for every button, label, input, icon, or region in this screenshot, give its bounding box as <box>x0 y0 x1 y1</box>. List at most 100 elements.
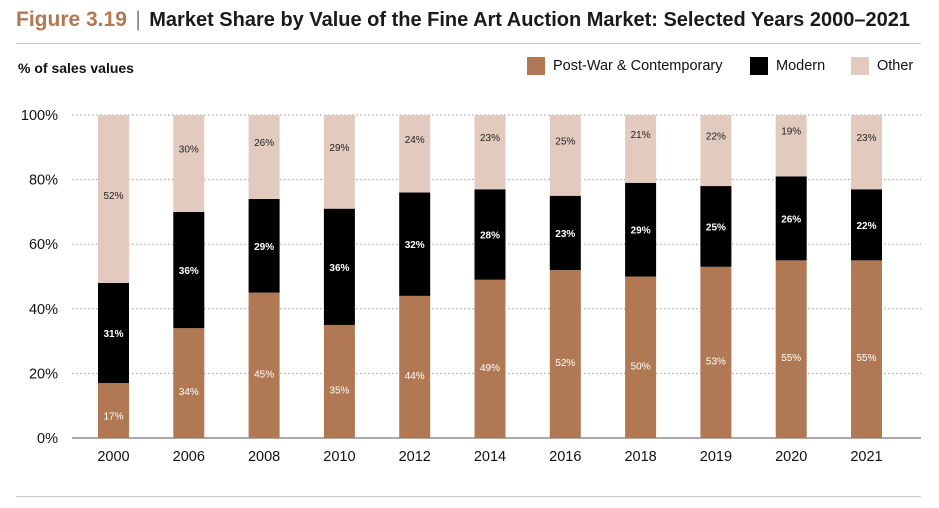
bar-segment <box>775 176 807 261</box>
bar-segment <box>474 189 506 280</box>
data-label: 50% <box>631 361 651 372</box>
figure-title: Market Share by Value of the Fine Art Au… <box>149 9 910 31</box>
bar-segment <box>851 189 882 261</box>
data-label: 31% <box>103 329 123 340</box>
legend-swatch-other <box>851 57 869 75</box>
bar-segment <box>323 324 355 438</box>
x-tick-label: 2019 <box>700 449 732 465</box>
data-label: 29% <box>329 143 349 154</box>
bar-segment <box>549 195 581 271</box>
x-tick-label: 2000 <box>97 449 129 465</box>
bar-segment <box>625 115 657 183</box>
bar-segment <box>248 292 280 438</box>
data-label: 17% <box>103 412 123 423</box>
bar-segment <box>775 115 807 177</box>
data-label: 29% <box>631 226 651 237</box>
bar-segment <box>248 115 280 199</box>
data-label: 21% <box>631 130 651 141</box>
bar-segment <box>323 115 355 209</box>
data-label: 30% <box>179 144 199 155</box>
bar-segment <box>399 295 431 438</box>
bar-segment <box>700 186 732 267</box>
bar-segment <box>625 182 657 277</box>
x-tick-label: 2010 <box>323 449 355 465</box>
bar-segment <box>173 115 205 212</box>
title-separator: | <box>135 8 141 31</box>
data-label: 36% <box>179 266 199 277</box>
legend: Post-War & Contemporary Modern Other <box>0 57 939 79</box>
data-label: 44% <box>405 371 425 382</box>
x-tick-label: 2021 <box>850 449 882 465</box>
bar-segment <box>98 282 129 384</box>
data-label: 49% <box>480 363 500 374</box>
bar-segment <box>549 115 581 196</box>
bar-segment <box>98 115 129 283</box>
data-label: 26% <box>781 214 801 225</box>
bar-segment <box>173 328 205 438</box>
bar-segment <box>173 211 205 329</box>
x-tick-label: 2008 <box>248 449 280 465</box>
y-axis-label: % of sales values <box>18 60 134 76</box>
data-label: 36% <box>329 263 349 274</box>
data-label: 55% <box>856 353 876 364</box>
bar-segment <box>474 279 506 438</box>
legend-swatch-modern <box>750 57 768 75</box>
legend-item-other: Other <box>851 57 913 75</box>
x-tick-label: 2012 <box>399 449 431 465</box>
data-label: 26% <box>254 138 274 149</box>
figure-header: Figure 3.19 | Market Share by Value of t… <box>16 8 921 32</box>
bar-segment <box>625 276 657 438</box>
data-label: 25% <box>555 136 575 147</box>
data-label: 32% <box>405 240 425 251</box>
y-tick-label: 100% <box>21 108 58 124</box>
y-tick-label: 20% <box>29 366 58 382</box>
data-label: 22% <box>856 221 876 232</box>
data-label: 45% <box>254 369 274 380</box>
legend-swatch-post-war <box>527 57 545 75</box>
x-tick-label: 2016 <box>549 449 581 465</box>
x-tick-label: 2006 <box>173 449 205 465</box>
bar-segment <box>98 383 129 438</box>
x-tick-label: 2014 <box>474 449 506 465</box>
legend-label-post-war: Post-War & Contemporary <box>553 58 723 74</box>
legend-label-other: Other <box>877 58 914 74</box>
bar-segment <box>323 208 355 325</box>
data-label: 23% <box>480 133 500 144</box>
figure-number: Figure 3.19 <box>16 8 127 31</box>
y-tick-label: 0% <box>37 431 58 447</box>
data-label: 52% <box>555 358 575 369</box>
legend-label-modern: Modern <box>776 58 826 74</box>
x-tick-label: 2018 <box>624 449 656 465</box>
data-label: 24% <box>405 135 425 146</box>
bar-segment <box>851 260 882 438</box>
bar-segment <box>700 266 732 438</box>
data-label: 52% <box>103 191 123 202</box>
top-divider <box>16 43 921 44</box>
data-label: 22% <box>706 132 726 143</box>
data-label: 23% <box>555 229 575 240</box>
y-tick-label: 80% <box>29 173 58 189</box>
bar-segment <box>851 115 882 190</box>
bar-segment <box>399 192 431 296</box>
data-label: 29% <box>254 242 274 253</box>
bar-segment <box>474 115 506 190</box>
bar-segment <box>399 115 431 193</box>
bar-segment <box>549 270 581 438</box>
bar-segment <box>700 115 732 187</box>
data-label: 34% <box>179 387 199 398</box>
legend-item-post-war: Post-War & Contemporary <box>527 57 722 75</box>
bottom-divider <box>16 496 921 497</box>
data-label: 35% <box>329 385 349 396</box>
data-label: 55% <box>781 353 801 364</box>
data-label: 28% <box>480 231 500 242</box>
legend-item-modern: Modern <box>750 57 825 75</box>
y-tick-label: 40% <box>29 302 58 318</box>
y-tick-label: 60% <box>29 237 58 253</box>
bar-segment <box>248 198 280 293</box>
x-tick-label: 2020 <box>775 449 807 465</box>
data-label: 53% <box>706 356 726 367</box>
bar-segment <box>775 260 807 438</box>
data-label: 25% <box>706 222 726 233</box>
data-label: 19% <box>781 127 801 138</box>
